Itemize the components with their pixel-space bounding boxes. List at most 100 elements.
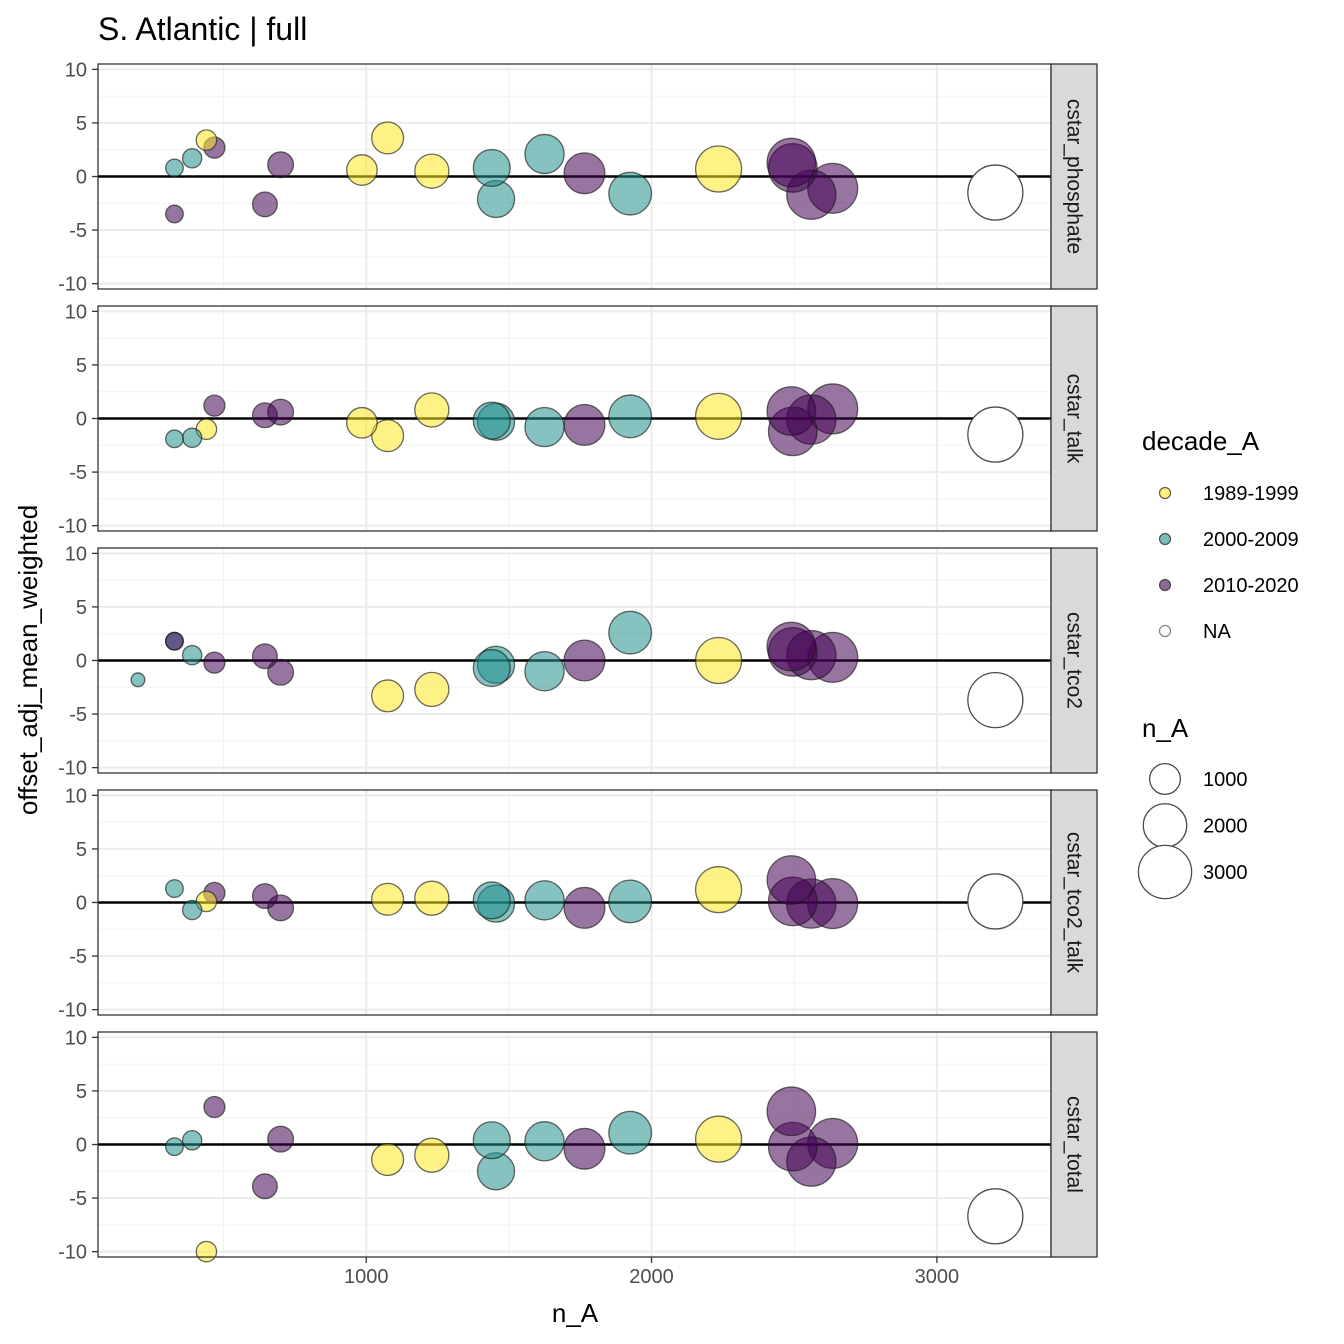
y-tick-label: 0: [76, 167, 87, 189]
y-tick-label: 10: [65, 301, 87, 323]
y-tick-label: 5: [76, 839, 87, 861]
legend-key-NA: [1158, 624, 1172, 638]
y-tick-label: -5: [69, 1188, 87, 1210]
data-point: [608, 1110, 653, 1155]
facet-strip-label: cstar_tco2: [1063, 612, 1086, 709]
data-point: [524, 880, 565, 921]
legend-label: 1989-1999: [1203, 483, 1299, 505]
facet-panels: -10 -5 0 5 10 cstar_phosphate -10 -5 0 5 10 cstar_t…: [58, 59, 1098, 1264]
y-tick-label: -5: [69, 946, 87, 968]
legend-label: NA: [1203, 621, 1231, 643]
data-point: [563, 886, 606, 929]
data-point: [967, 406, 1024, 463]
data-point: [195, 129, 218, 151]
facet-strip: [1050, 63, 1098, 290]
data-point: [181, 644, 203, 666]
y-tick-label: 10: [65, 543, 87, 565]
y-tick-label: 0: [76, 1135, 87, 1157]
color-legend: 1989-1999 2000-2009 2010-2020 NA: [1158, 483, 1299, 643]
facet-panel-cstar_talk: -10 -5 0 5 10 cstar_talk: [58, 301, 1098, 538]
y-tick-label: 5: [76, 113, 87, 135]
data-point: [766, 855, 817, 905]
data-point: [524, 133, 565, 175]
data-point: [130, 672, 146, 688]
data-point: [472, 648, 511, 688]
legend-key-1989-1999: [1158, 486, 1172, 500]
y-tick-label: -5: [69, 462, 87, 484]
data-point: [694, 636, 743, 685]
y-tick-label: 0: [76, 893, 87, 915]
data-point: [165, 631, 184, 651]
data-point: [766, 1086, 817, 1137]
data-point: [251, 402, 278, 429]
y-tick-label: 5: [76, 1081, 87, 1103]
data-point: [563, 1127, 606, 1170]
data-point: [165, 158, 184, 178]
size-legend-key: [1137, 844, 1193, 900]
data-point: [472, 881, 511, 920]
facet-strip: [1050, 789, 1098, 1016]
y-tick-label: 5: [76, 355, 87, 377]
y-axis-title: offset_adj_mean_weighted: [13, 505, 43, 815]
y-tick-label: 0: [76, 651, 87, 673]
data-point: [203, 394, 226, 417]
data-point: [371, 121, 405, 155]
facet-panel-cstar_tco2_talk: -10 -5 0 5 10 cstar_tco2_talk: [58, 785, 1098, 1022]
legend-label: 2000-2009: [1203, 529, 1299, 551]
data-point: [165, 429, 184, 449]
data-point: [766, 137, 817, 188]
data-point: [766, 386, 817, 436]
data-point: [472, 1121, 511, 1160]
data-point: [608, 394, 653, 439]
data-point: [608, 610, 653, 655]
legend-label: 2010-2020: [1203, 575, 1299, 597]
facet-panel-cstar_phosphate: -10 -5 0 5 10 cstar_phosphate: [58, 59, 1098, 296]
data-point: [346, 406, 378, 439]
chart-title: S. Atlantic | full: [98, 11, 307, 47]
data-point: [524, 650, 565, 692]
data-point: [967, 873, 1024, 930]
data-point: [371, 1142, 405, 1177]
data-point: [346, 154, 378, 186]
y-tick-label: -10: [58, 516, 87, 538]
data-point: [608, 879, 653, 924]
data-point: [203, 651, 226, 674]
y-tick-label: -5: [69, 220, 87, 242]
data-point: [694, 1115, 743, 1163]
data-point: [694, 392, 743, 440]
data-point: [267, 658, 295, 686]
facet-strip: [1050, 1031, 1098, 1258]
facet-panel-cstar_tco2: -10 -5 0 5 10 cstar_tco2: [58, 543, 1098, 780]
data-point: [165, 879, 184, 899]
data-point: [181, 148, 203, 169]
data-point: [524, 1121, 565, 1162]
data-point: [967, 1188, 1024, 1245]
data-point: [608, 171, 653, 216]
facet-strip: [1050, 305, 1098, 532]
data-point: [414, 671, 450, 708]
data-point: [371, 882, 405, 916]
x-axis-ticks: 1000 2000 3000: [344, 1257, 959, 1288]
y-tick-label: 5: [76, 597, 87, 619]
data-point: [694, 866, 743, 914]
facet-strip-label: cstar_talk: [1063, 374, 1086, 464]
data-point: [203, 1095, 226, 1119]
facet-strip-label: cstar_total: [1063, 1096, 1086, 1193]
data-point: [694, 145, 743, 193]
data-point: [251, 643, 278, 670]
data-point: [414, 1137, 450, 1173]
y-tick-label: -5: [69, 704, 87, 726]
data-point: [563, 639, 606, 682]
legend: decade_A 1989-1999 2000-2009 2010-2020 NA n…: [1137, 426, 1299, 900]
data-point: [165, 1137, 184, 1157]
size-legend-label: 2000: [1203, 816, 1248, 838]
y-tick-label: -10: [58, 274, 87, 296]
data-point: [563, 403, 606, 446]
data-point: [414, 153, 450, 189]
data-point: [967, 671, 1024, 729]
data-point: [181, 427, 203, 449]
data-point: [524, 406, 565, 448]
data-point: [766, 621, 817, 672]
data-point: [195, 1240, 218, 1263]
